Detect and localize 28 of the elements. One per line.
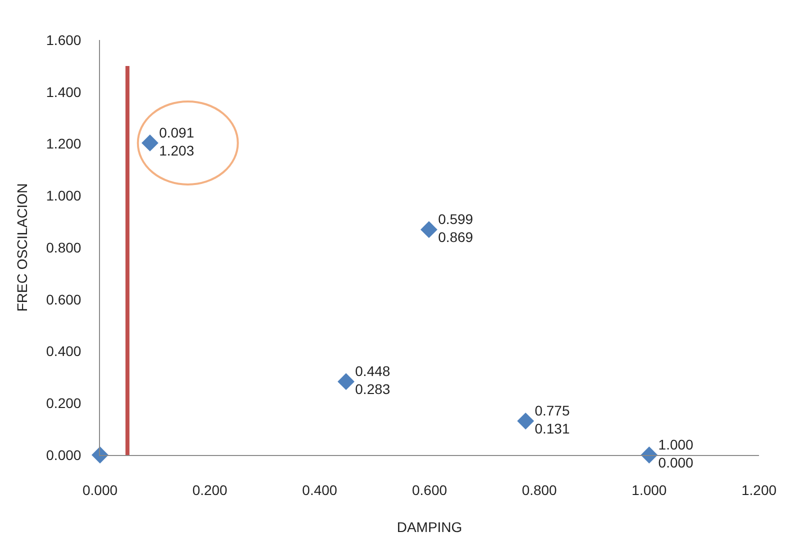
x-tick-label: 0.000 [82, 482, 118, 498]
x-tick-label: 0.600 [412, 482, 448, 498]
point [142, 134, 158, 152]
y-tick-label: 0.600 [46, 291, 82, 308]
y-tick-label: 1.400 [46, 84, 82, 100]
point [640, 446, 658, 464]
data-label: 0.775 0.131 [534, 402, 570, 437]
y-tick-label: 0.400 [46, 343, 82, 360]
data-label: 1.000 0.000 [658, 436, 694, 471]
point [517, 412, 534, 430]
y-tick-label: 0.800 [46, 239, 82, 256]
data-label: 0.448 0.283 [355, 363, 390, 398]
x-tick-label: 1.200 [741, 482, 777, 498]
y-tick-label: 1.600 [46, 32, 82, 48]
x-tick-label: 0.200 [192, 482, 228, 498]
x-tick-label: 0.800 [522, 482, 558, 498]
y-tick-label: 0.200 [46, 395, 82, 412]
x-tick-label: 1.000 [632, 482, 667, 498]
data-label: 0.091 1.203 [159, 124, 194, 159]
y-tick-label: 1.000 [46, 188, 82, 204]
y-axis-title: FREC OSCILACION [14, 183, 30, 312]
x-tick-label: 0.400 [302, 482, 338, 498]
point [420, 221, 438, 238]
x-axis-title: DAMPING [396, 519, 462, 536]
data-label: 0.599 0.869 [438, 211, 474, 246]
y-tick-label: 0.000 [46, 446, 82, 463]
y-tick-label: 1.200 [46, 136, 82, 152]
point [338, 373, 354, 390]
